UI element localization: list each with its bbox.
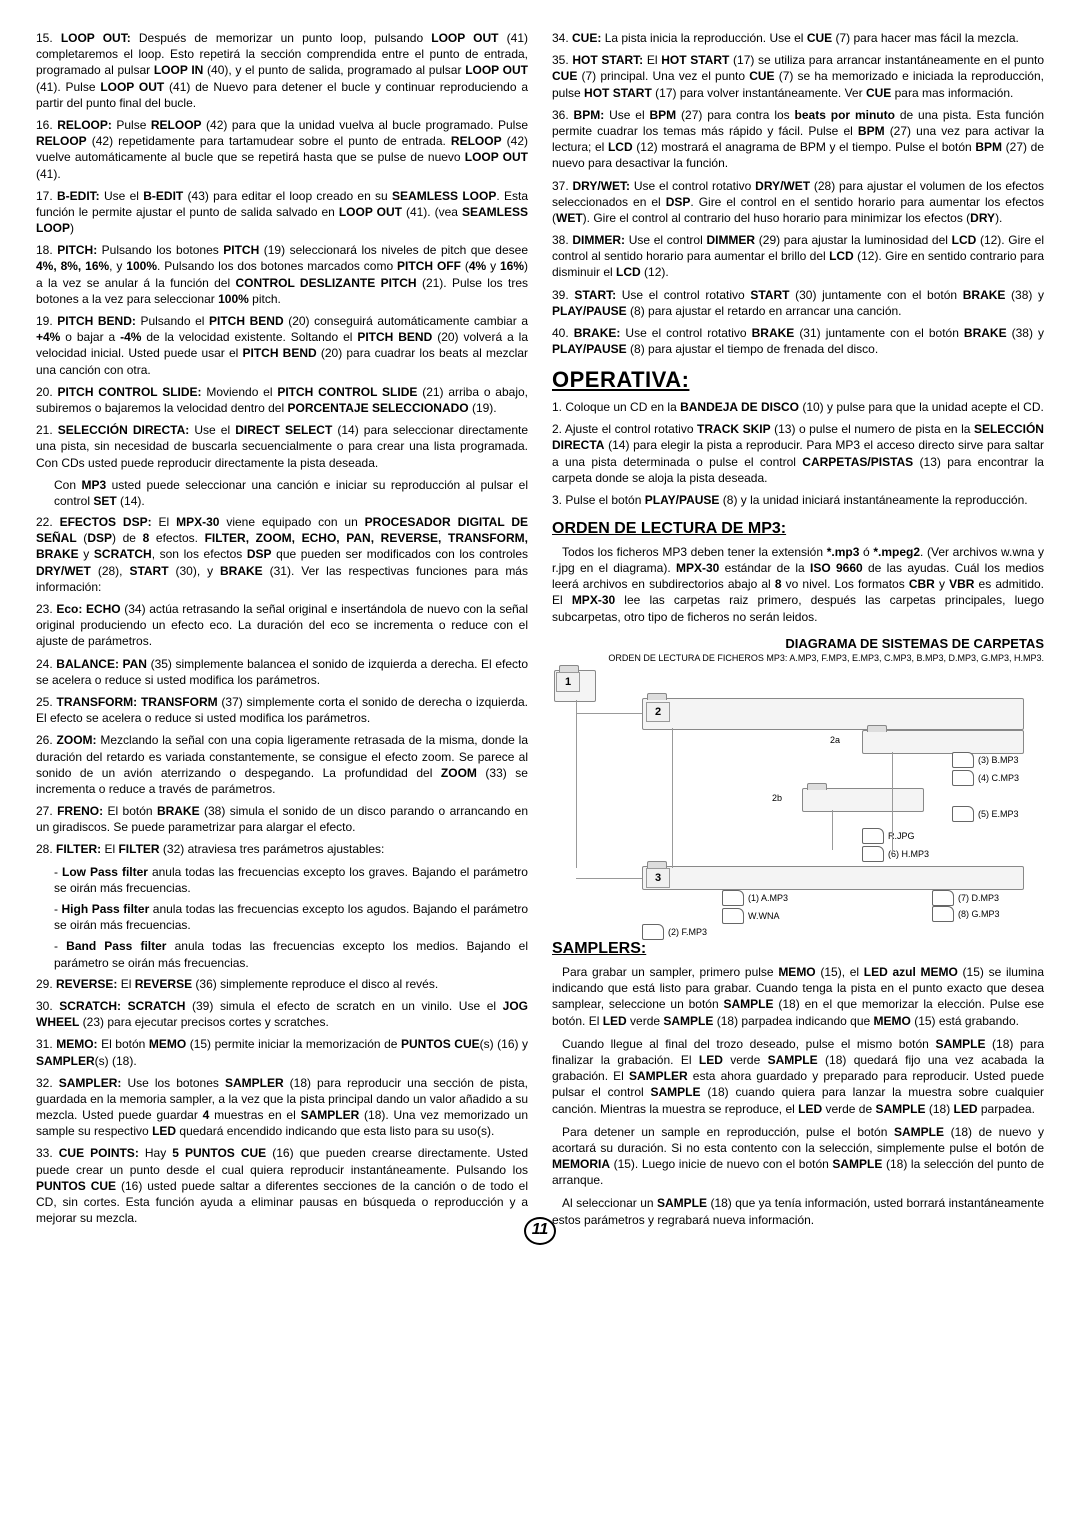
file-label: (8) G.MP3 [958, 908, 1000, 920]
file-label: (6) H.MP3 [888, 848, 929, 860]
samplers-heading: SAMPLERS: [552, 938, 1044, 960]
list-item: 33. CUE POINTS: Hay 5 PUNTOS CUE (16) qu… [36, 1145, 528, 1226]
folder-icon [642, 698, 1024, 730]
samplers-para: Cuando llegue al final del trozo deseado… [552, 1036, 1044, 1117]
file-icon [952, 770, 974, 786]
connector-line [672, 728, 673, 868]
file-icon [932, 906, 954, 922]
diagram-title: DIAGRAMA DE SISTEMAS DE CARPETAS [552, 635, 1044, 653]
folder-icon [862, 730, 1024, 754]
list-item: 36. BPM: Use el BPM (27) para contra los… [552, 107, 1044, 172]
folder-icon [642, 866, 1024, 890]
connector-line [576, 700, 577, 868]
file-icon [862, 828, 884, 844]
list-item: 15. LOOP OUT: Después de memorizar un pu… [36, 30, 528, 111]
list-item: 40. BRAKE: Use el control rotativo BRAKE… [552, 325, 1044, 357]
file-icon [952, 806, 974, 822]
file-label: (2) F.MP3 [668, 926, 707, 938]
list-item: 39. START: Use el control rotativo START… [552, 287, 1044, 319]
list-item: 18. PITCH: Pulsando los botones PITCH (1… [36, 242, 528, 307]
file-label: (3) B.MP3 [978, 754, 1019, 766]
file-label: (5) E.MP3 [978, 808, 1019, 820]
file-icon [932, 890, 954, 906]
indent-para: Con MP3 usted puede seleccionar una canc… [54, 477, 528, 509]
file-icon [642, 924, 664, 940]
list-item: 27. FRENO: El botón BRAKE (38) simula el… [36, 803, 528, 835]
sub-item: - High Pass filter anula todas las frecu… [54, 901, 528, 933]
list-item: 26. ZOOM: Mezclando la señal con una cop… [36, 732, 528, 797]
list-item: 3. Pulse el botón PLAY/PAUSE (8) y la un… [552, 492, 1044, 508]
samplers-para: Para detener un sample en reproducción, … [552, 1124, 1044, 1189]
connector-line [576, 713, 642, 714]
connector-line [576, 878, 642, 879]
file-label: W.WNA [748, 910, 780, 922]
orden-para: Todos los ficheros MP3 deben tener la ex… [552, 544, 1044, 625]
sub-item: - Band Pass filter anula todas las frecu… [54, 938, 528, 970]
list-item: 25. TRANSFORM: TRANSFORM (37) simplement… [36, 694, 528, 726]
list-item: 1. Coloque un CD en la BANDEJA DE DISCO … [552, 399, 1044, 415]
file-label: (4) C.MP3 [978, 772, 1019, 784]
list-item: 20. PITCH CONTROL SLIDE: Moviendo el PIT… [36, 384, 528, 416]
list-item: 21. SELECCIÓN DIRECTA: Use el DIRECT SEL… [36, 422, 528, 471]
list-item: 28. FILTER: El FILTER (32) atraviesa tre… [36, 841, 528, 857]
folder-label: 2b [772, 792, 782, 804]
folder-label: 2a [830, 734, 840, 746]
list-item: 16. RELOOP: Pulse RELOOP (42) para que l… [36, 117, 528, 182]
list-item: 38. DIMMER: Use el control DIMMER (29) p… [552, 232, 1044, 281]
samplers-para: Para grabar un sampler, primero pulse ME… [552, 964, 1044, 1029]
list-item: 35. HOT START: El HOT START (17) se util… [552, 52, 1044, 101]
folder-number: 2 [646, 702, 670, 722]
file-icon [862, 846, 884, 862]
file-label: (7) D.MP3 [958, 892, 999, 904]
file-icon [722, 908, 744, 924]
sub-item: - Low Pass filter anula todas las frecue… [54, 864, 528, 896]
list-item: 29. REVERSE: El REVERSE (36) simplemente… [36, 976, 528, 992]
list-item: 37. DRY/WET: Use el control rotativo DRY… [552, 178, 1044, 227]
folder-number: 1 [556, 672, 580, 692]
list-item: 24. BALANCE: PAN (35) simplemente balanc… [36, 656, 528, 688]
left-column: 15. LOOP OUT: Después de memorizar un pu… [36, 30, 528, 1235]
list-item: 32. SAMPLER: Use los botones SAMPLER (18… [36, 1075, 528, 1140]
folder-diagram: DIAGRAMA DE SISTEMAS DE CARPETASORDEN DE… [552, 635, 1044, 929]
samplers-para: Al seleccionar un SAMPLE (18) que ya ten… [552, 1195, 1044, 1227]
page-number: 11 [524, 1217, 556, 1245]
list-item: 2. Ajuste el control rotativo TRACK SKIP… [552, 421, 1044, 486]
file-icon [722, 890, 744, 906]
diagram-subtitle: ORDEN DE LECTURA DE FICHEROS MP3: A.MP3,… [552, 652, 1044, 664]
file-icon [952, 752, 974, 768]
orden-heading: ORDEN DE LECTURA DE MP3: [552, 518, 1044, 540]
operativa-heading: OPERATIVA: [552, 365, 1044, 395]
list-item: 23. Eco: ECHO (34) actúa retrasando la s… [36, 601, 528, 650]
list-item: 19. PITCH BEND: Pulsando el PITCH BEND (… [36, 313, 528, 378]
right-column: 34. CUE: La pista inicia la reproducción… [552, 30, 1044, 1235]
file-label: (1) A.MP3 [748, 892, 788, 904]
folder-number: 3 [646, 868, 670, 888]
list-item: 31. MEMO: El botón MEMO (15) permite ini… [36, 1036, 528, 1068]
folder-icon [802, 788, 924, 812]
list-item: 30. SCRATCH: SCRATCH (39) simula el efec… [36, 998, 528, 1030]
connector-line [892, 752, 893, 852]
list-item: 34. CUE: La pista inicia la reproducción… [552, 30, 1044, 46]
connector-line [832, 810, 833, 850]
list-item: 17. B-EDIT: Use el B-EDIT (43) para edit… [36, 188, 528, 237]
list-item: 22. EFECTOS DSP: El MPX-30 viene equipad… [36, 514, 528, 595]
